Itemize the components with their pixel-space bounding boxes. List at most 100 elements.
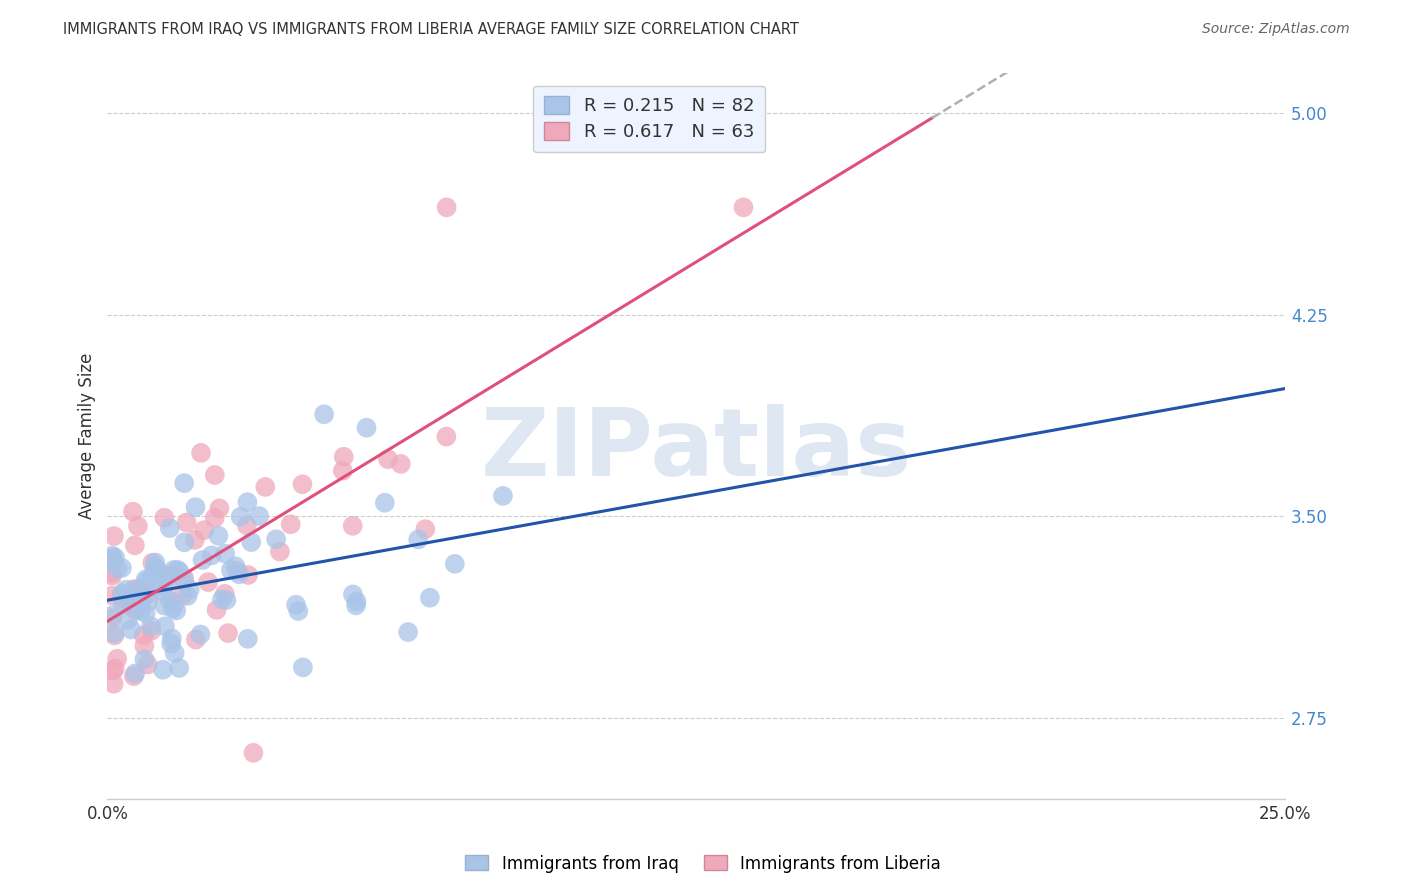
Point	[138, 586, 160, 600]
Point	[127, 519, 149, 533]
Point	[236, 518, 259, 533]
Point	[205, 603, 228, 617]
Point	[103, 628, 125, 642]
Point	[342, 519, 364, 533]
Point	[143, 556, 166, 570]
Point	[219, 563, 242, 577]
Y-axis label: Average Family Size: Average Family Size	[79, 352, 96, 519]
Point	[242, 746, 264, 760]
Point	[153, 510, 176, 524]
Point	[173, 571, 195, 585]
Point	[214, 547, 236, 561]
Point	[176, 589, 198, 603]
Point	[287, 604, 309, 618]
Point	[103, 626, 125, 640]
Point	[332, 450, 354, 464]
Point	[139, 619, 162, 633]
Point	[184, 632, 207, 647]
Point	[184, 533, 207, 547]
Point	[153, 619, 176, 633]
Point	[160, 637, 183, 651]
Point	[122, 669, 145, 683]
Point	[314, 407, 336, 421]
Point	[101, 551, 124, 566]
Point	[190, 446, 212, 460]
Point	[160, 632, 183, 646]
Point	[120, 623, 142, 637]
Point	[419, 591, 441, 605]
Point	[214, 587, 236, 601]
Point	[122, 599, 145, 613]
Point	[492, 489, 515, 503]
Point	[124, 538, 146, 552]
Point	[344, 599, 367, 613]
Point	[104, 661, 127, 675]
Point	[153, 568, 176, 582]
Point	[159, 521, 181, 535]
Point	[163, 646, 186, 660]
Legend: R = 0.215   N = 82, R = 0.617   N = 63: R = 0.215 N = 82, R = 0.617 N = 63	[533, 86, 765, 153]
Point	[156, 575, 179, 590]
Point	[215, 593, 238, 607]
Point	[122, 582, 145, 596]
Point	[434, 429, 457, 443]
Point	[141, 567, 163, 582]
Point	[356, 420, 378, 434]
Point	[134, 639, 156, 653]
Point	[733, 200, 755, 214]
Point	[107, 561, 129, 575]
Point	[184, 500, 207, 515]
Point	[240, 535, 263, 549]
Point	[377, 452, 399, 467]
Point	[152, 580, 174, 594]
Point	[415, 522, 437, 536]
Point	[204, 468, 226, 483]
Point	[229, 509, 252, 524]
Point	[291, 477, 314, 491]
Point	[129, 582, 152, 596]
Point	[124, 666, 146, 681]
Point	[152, 584, 174, 599]
Point	[143, 559, 166, 574]
Point	[157, 569, 180, 583]
Point	[173, 574, 195, 588]
Point	[169, 565, 191, 579]
Point	[269, 544, 291, 558]
Point	[173, 476, 195, 491]
Point	[136, 657, 159, 672]
Point	[201, 549, 224, 563]
Point	[128, 591, 150, 606]
Point	[134, 652, 156, 666]
Point	[117, 613, 139, 627]
Point	[204, 510, 226, 524]
Point	[129, 603, 152, 617]
Point	[152, 663, 174, 677]
Point	[111, 591, 134, 606]
Point	[101, 607, 124, 622]
Point	[443, 557, 465, 571]
Point	[197, 575, 219, 590]
Point	[103, 529, 125, 543]
Point	[163, 596, 186, 610]
Point	[342, 587, 364, 601]
Point	[135, 606, 157, 620]
Point	[111, 561, 134, 575]
Point	[141, 624, 163, 638]
Text: IMMIGRANTS FROM IRAQ VS IMMIGRANTS FROM LIBERIA AVERAGE FAMILY SIZE CORRELATION : IMMIGRANTS FROM IRAQ VS IMMIGRANTS FROM …	[63, 22, 799, 37]
Point	[173, 535, 195, 549]
Legend: Immigrants from Iraq, Immigrants from Liberia: Immigrants from Iraq, Immigrants from Li…	[458, 848, 948, 880]
Point	[135, 573, 157, 587]
Point	[396, 625, 419, 640]
Point	[124, 604, 146, 618]
Point	[228, 567, 250, 582]
Text: Source: ZipAtlas.com: Source: ZipAtlas.com	[1202, 22, 1350, 37]
Point	[254, 480, 277, 494]
Point	[166, 563, 188, 577]
Point	[225, 564, 247, 578]
Point	[389, 457, 412, 471]
Point	[101, 568, 124, 582]
Point	[131, 591, 153, 606]
Point	[101, 549, 124, 563]
Point	[111, 596, 134, 610]
Point	[165, 603, 187, 617]
